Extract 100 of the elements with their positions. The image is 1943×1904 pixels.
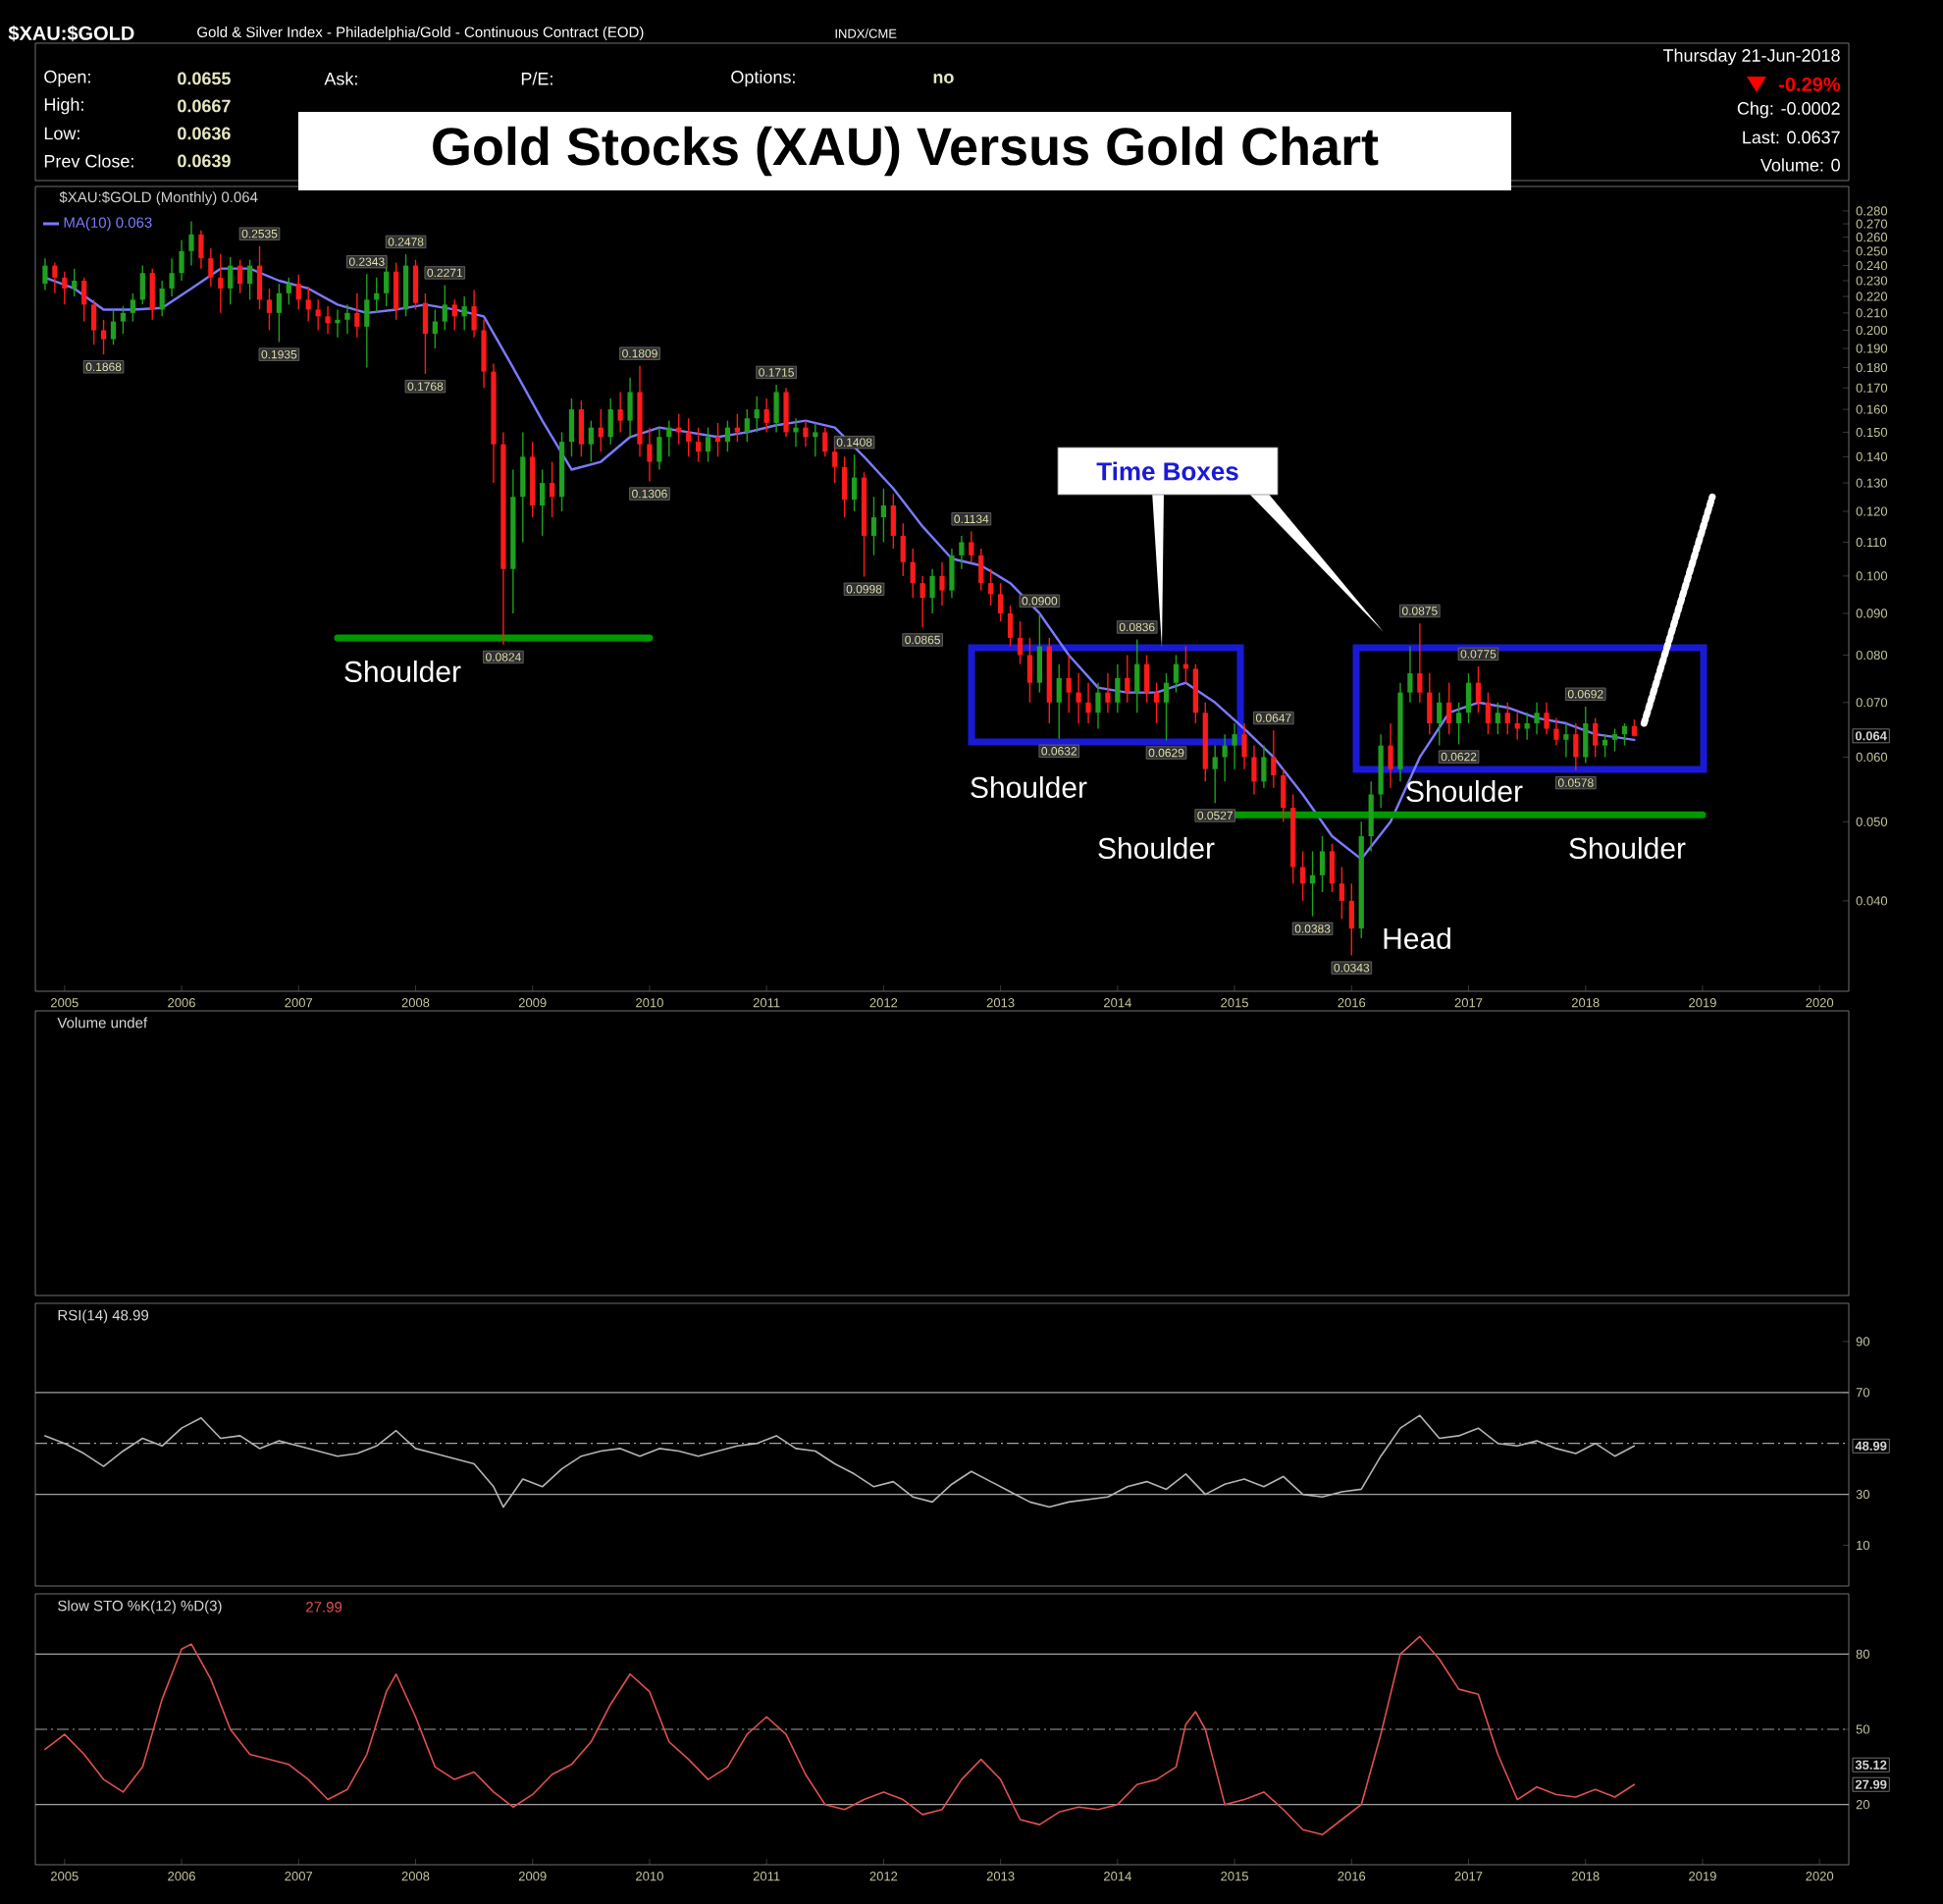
candlestick [1095,681,1101,730]
text: 0.0636 [178,127,231,140]
annotation: Time Boxes [1096,461,1238,481]
candlestick [520,431,526,544]
candlestick [325,305,331,335]
candlestick [1593,716,1599,759]
candlestick [1212,744,1218,804]
candlestick [783,387,789,438]
candlestick [988,568,994,607]
candlestick [978,548,984,592]
candlestick [1611,727,1618,753]
candlestick [451,298,457,332]
annotation: Head [1384,926,1450,949]
candlestick [432,308,438,349]
candlestick [1134,638,1140,714]
candlestick [1076,672,1081,724]
candlestick [335,308,341,339]
candlestick [276,283,283,344]
candlestick [763,397,769,434]
candlestick [1036,612,1042,694]
candlestick [598,408,604,452]
candlestick [1544,702,1549,735]
candlestick [295,274,301,311]
candlestick [1465,672,1472,724]
candlestick [949,548,955,599]
candlestick [1241,722,1247,770]
candlestick [890,493,896,550]
candlestick [1524,712,1530,741]
candlestick [686,417,692,458]
candlestick [822,426,828,458]
candlestick [724,419,731,452]
candlestick [1271,729,1277,789]
candlestick [305,286,311,323]
candlestick [1417,622,1423,704]
candlestick [1085,681,1091,724]
candlestick [813,422,818,458]
text: $XAU:$GOLD [8,25,134,42]
candlestick [549,460,555,518]
candlestick [1251,744,1257,796]
candlestick [1437,691,1443,747]
candlestick [588,419,594,463]
candlestick [1495,702,1500,735]
candlestick [315,298,321,332]
candlestick [1232,722,1237,770]
candlestick [384,264,390,307]
candlestick [705,426,711,463]
candlestick [1388,722,1393,789]
candlestick [1504,702,1510,735]
candlestick [1329,842,1336,893]
candlestick [1153,681,1160,724]
candlestick [256,245,263,311]
candlestick [266,288,273,332]
candlestick [1163,672,1170,742]
annotation: Shoulder [1569,836,1686,859]
text: Open: [44,70,90,87]
text: Prev Close: [44,154,133,168]
candlestick [1573,722,1579,771]
candlestick [198,230,204,270]
candlestick [656,426,662,471]
candlestick [130,292,135,323]
candlestick [959,535,965,570]
candlestick [998,582,1004,622]
candlestick [1125,654,1130,704]
candlestick [1583,706,1589,765]
candlestick [228,256,234,306]
candlestick [627,377,633,438]
text: -0.29% [1779,77,1841,92]
candlestick [422,292,429,375]
candlestick [773,384,779,434]
candlestick [900,522,906,577]
candlestick [52,261,58,294]
text: Low: [44,127,79,140]
annotation: Shoulder [971,775,1087,798]
candlestick [218,253,224,314]
candlestick [929,568,935,614]
annotation: Shoulder [1406,779,1523,802]
text: High: [44,97,83,115]
candlestick [169,257,175,297]
candlestick [1514,712,1520,741]
candlestick [1485,691,1492,735]
candlestick [120,305,127,335]
candlestick [803,419,809,448]
candlestick [1066,654,1072,714]
candlestick [1017,620,1024,665]
candlestick [1173,654,1180,694]
text: Options: [731,70,795,87]
candlestick [754,396,760,434]
candlestick [394,261,399,321]
candlestick [880,488,887,544]
candlestick [1368,780,1374,853]
candlestick [1300,850,1306,902]
candlestick [939,561,945,607]
text: Ask: [324,72,357,85]
candlestick [1115,662,1121,714]
text: no [933,74,954,83]
candlestick [208,247,214,289]
candlestick [1007,605,1014,648]
candlestick [793,417,799,448]
chart-title: Gold Stocks (XAU) Versus Gold Chart [433,126,1379,177]
candlestick [1026,637,1033,704]
